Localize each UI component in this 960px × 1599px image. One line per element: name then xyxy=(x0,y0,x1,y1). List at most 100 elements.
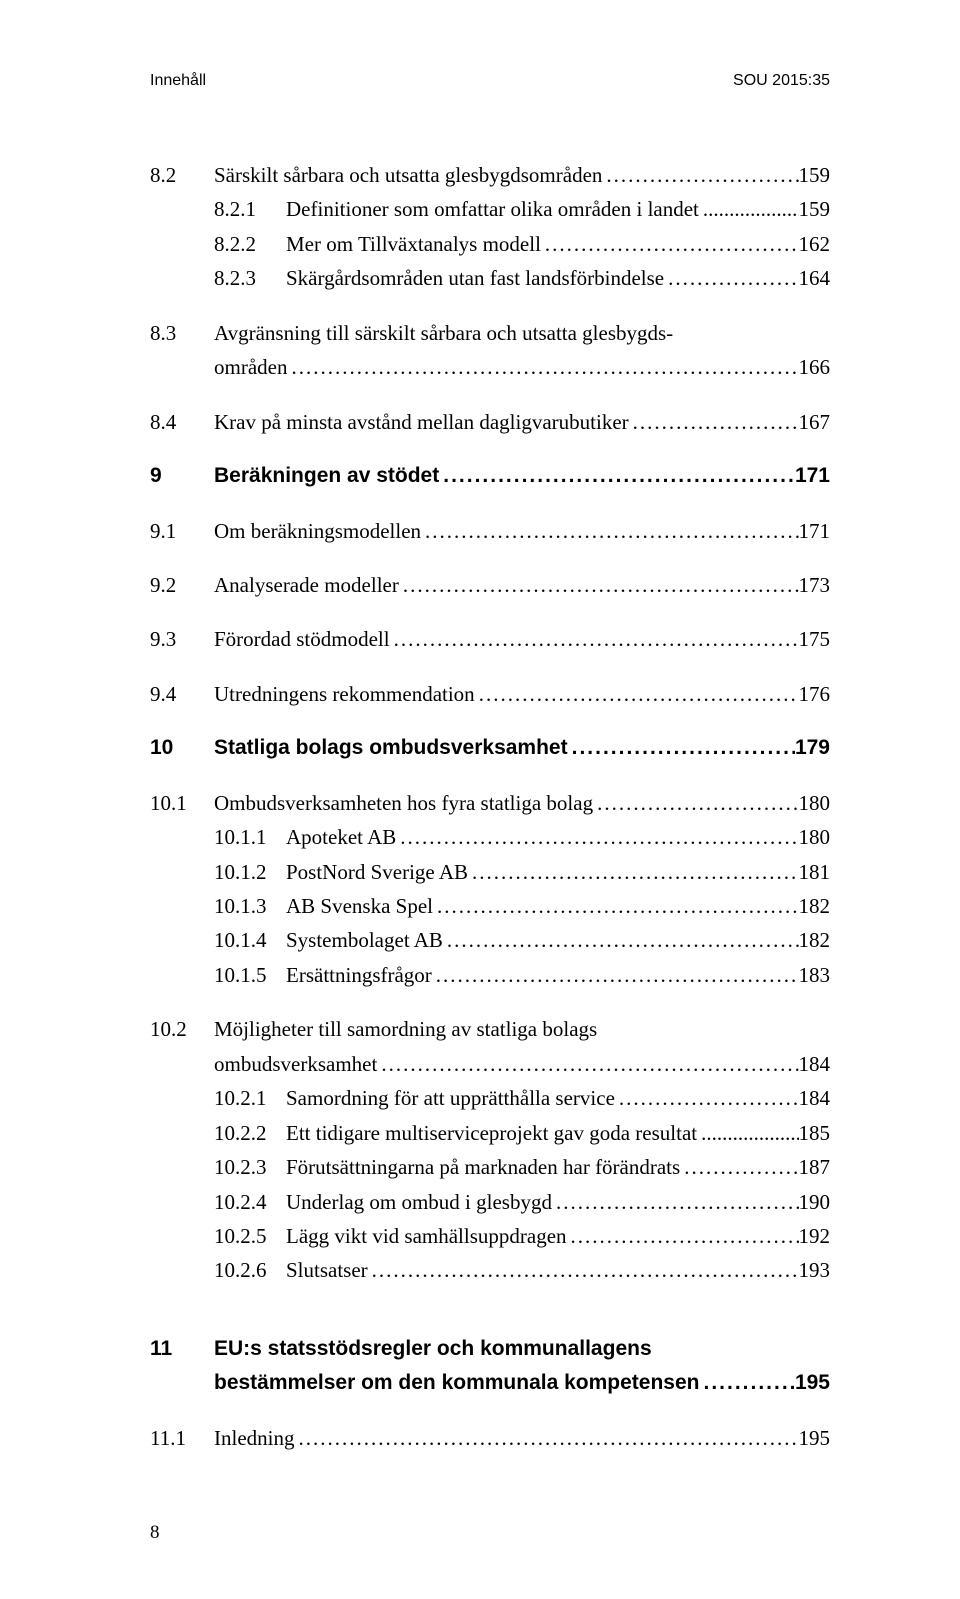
toc-leader xyxy=(377,1049,798,1079)
toc-entry: 9.1Om beräkningsmodellen171 xyxy=(150,516,830,546)
toc-entry-text: Förutsättningarna på marknaden har förän… xyxy=(286,1152,680,1182)
toc-entry-text: Statliga bolags ombudsverksamhet xyxy=(214,733,568,763)
toc-entry-text: Beräkningen av stödet xyxy=(214,461,439,491)
toc-entry-page: 182 xyxy=(799,925,831,955)
toc-entry-number: 10.2.2 xyxy=(214,1118,286,1148)
toc-entry-number: 10.2.1 xyxy=(214,1083,286,1113)
toc-entry-page: 176 xyxy=(799,679,831,709)
toc-entry-page: 190 xyxy=(799,1187,831,1217)
toc-leader xyxy=(700,1368,795,1398)
toc-group: 10.2Möjligheter till samordning av statl… xyxy=(150,1014,830,1286)
toc-entry-continuation: ombudsverksamhet184 xyxy=(150,1049,830,1079)
toc-entry-number: 8.2.3 xyxy=(214,263,286,293)
toc-entry-number: 9.1 xyxy=(150,516,214,546)
toc-leader xyxy=(443,925,799,955)
toc-entry-number: 10.1.3 xyxy=(214,891,286,921)
toc-entry: 9.4Utredningens rekommendation176 xyxy=(150,679,830,709)
toc-leader xyxy=(475,679,799,709)
toc-leader xyxy=(615,1083,799,1113)
toc-entry-text: Systembolaget AB xyxy=(286,925,443,955)
toc-entry-text: Om beräkningsmodellen xyxy=(214,516,421,546)
toc-entry-page: 175 xyxy=(799,624,831,654)
toc-entry: 9.2Analyserade modeller 173 xyxy=(150,570,830,600)
toc-entry-page: 159 xyxy=(799,160,831,190)
toc-entry-number: 10.1.2 xyxy=(214,857,286,887)
toc-leader xyxy=(287,352,798,382)
toc-group: 11.1Inledning195 xyxy=(150,1423,830,1453)
toc-entry: 11.1Inledning195 xyxy=(150,1423,830,1453)
toc-group: 9.3Förordad stödmodell175 xyxy=(150,624,830,654)
toc-entry: 10.1.1Apoteket AB180 xyxy=(150,822,830,852)
toc-leader xyxy=(552,1187,799,1217)
toc-entry-page: 164 xyxy=(799,263,831,293)
toc-entry-number: 10.2.5 xyxy=(214,1221,286,1251)
toc-group: 9.2Analyserade modeller 173 xyxy=(150,570,830,600)
toc-leader xyxy=(432,960,799,990)
toc-entry: 10.2Möjligheter till samordning av statl… xyxy=(150,1014,830,1044)
toc-leader xyxy=(593,788,798,818)
page: Innehåll SOU 2015:35 8.2Särskilt sårbara… xyxy=(0,0,960,1599)
toc-entry-number: 10.2 xyxy=(150,1014,214,1044)
toc-entry-text: Skärgårdsområden utan fast landsförbinde… xyxy=(286,263,664,293)
toc-entry-number: 10.1 xyxy=(150,788,214,818)
toc-entry: 10.1.3AB Svenska Spel182 xyxy=(150,891,830,921)
toc-entry-continuation: områden166 xyxy=(150,352,830,382)
toc-entry-number: 11.1 xyxy=(150,1423,214,1453)
toc-leader xyxy=(567,1221,799,1251)
toc-entry: 8.2.1Definitioner som omfattar olika omr… xyxy=(150,194,830,224)
toc-entry-text: Definitioner som omfattar olika områden … xyxy=(286,194,699,224)
toc-entry: 8.2Särskilt sårbara och utsatta glesbygd… xyxy=(150,160,830,190)
toc-entry-text: Slutsatser xyxy=(286,1255,368,1285)
toc-entry-page: 179 xyxy=(795,733,830,763)
toc-entry: 8.2.2Mer om Tillväxtanalys modell162 xyxy=(150,229,830,259)
toc-entry: 10.2.1Samordning för att upprätthålla se… xyxy=(150,1083,830,1113)
toc-entry-number: 9.2 xyxy=(150,570,214,600)
toc-entry: 10Statliga bolags ombudsverksamhet179 xyxy=(150,733,830,763)
toc-entry-page: 195 xyxy=(795,1368,830,1398)
toc-entry: 10.1.4Systembolaget AB182 xyxy=(150,925,830,955)
toc-entry-page: 185 xyxy=(799,1118,831,1148)
toc-entry-text: Ett tidigare multiserviceprojekt gav god… xyxy=(286,1118,697,1148)
toc-entry-continuation: bestämmelser om den kommunala kompetense… xyxy=(150,1368,830,1398)
page-number: 8 xyxy=(150,1522,160,1544)
toc-group: 9.1Om beräkningsmodellen171 xyxy=(150,516,830,546)
toc-group: 11EU:s statsstödsregler och kommunallage… xyxy=(150,1334,830,1399)
toc-entry-page: 159 xyxy=(799,194,831,224)
toc-entry-page: 171 xyxy=(795,461,830,491)
toc-entry-page: 173 xyxy=(799,570,831,600)
toc-entry-page: 180 xyxy=(799,788,831,818)
toc-group: 10Statliga bolags ombudsverksamhet179 xyxy=(150,733,830,763)
toc-leader xyxy=(697,1118,798,1148)
toc-entry: 9Beräkningen av stödet 171 xyxy=(150,461,830,491)
toc-entry-page: 181 xyxy=(799,857,831,887)
toc-entry-page: 193 xyxy=(799,1255,831,1285)
toc-leader xyxy=(568,733,795,763)
toc-entry: 8.3Avgränsning till särskilt sårbara och… xyxy=(150,318,830,348)
toc-leader xyxy=(664,263,798,293)
toc-leader xyxy=(439,461,795,491)
toc-entry-text: EU:s statsstödsregler och kommunallagens xyxy=(214,1334,652,1364)
toc-entry-number: 8.2 xyxy=(150,160,214,190)
toc-entry-text: Möjligheter till samordning av statliga … xyxy=(214,1014,597,1044)
toc-entry-page: 183 xyxy=(799,960,831,990)
toc-entry-text: bestämmelser om den kommunala kompetense… xyxy=(214,1368,700,1398)
toc-entry-text: Ersättningsfrågor xyxy=(286,960,432,990)
toc-leader xyxy=(680,1152,798,1182)
toc-entry: 10.2.3Förutsättningarna på marknaden har… xyxy=(150,1152,830,1182)
toc-entry: 10.2.4Underlag om ombud i glesbygd190 xyxy=(150,1187,830,1217)
toc-entry: 10.2.2Ett tidigare multiserviceprojekt g… xyxy=(150,1118,830,1148)
toc-entry: 8.2.3Skärgårdsområden utan fast landsför… xyxy=(150,263,830,293)
toc-leader xyxy=(421,516,798,546)
toc-leader xyxy=(468,857,798,887)
toc-group: 9Beräkningen av stödet 171 xyxy=(150,461,830,491)
running-head-right: SOU 2015:35 xyxy=(733,72,830,90)
toc-leader xyxy=(368,1255,799,1285)
toc-entry-page: 166 xyxy=(799,352,831,382)
toc-entry-page: 195 xyxy=(799,1423,831,1453)
toc-entry-text: Särskilt sårbara och utsatta glesbygdsom… xyxy=(214,160,602,190)
toc-entry-number: 9 xyxy=(150,461,214,491)
toc-group: 10.1Ombudsverksamheten hos fyra statliga… xyxy=(150,788,830,991)
toc-entry-text: AB Svenska Spel xyxy=(286,891,433,921)
toc-entry-text: ombudsverksamhet xyxy=(214,1049,377,1079)
toc-entry-text: Analyserade modeller xyxy=(214,570,399,600)
